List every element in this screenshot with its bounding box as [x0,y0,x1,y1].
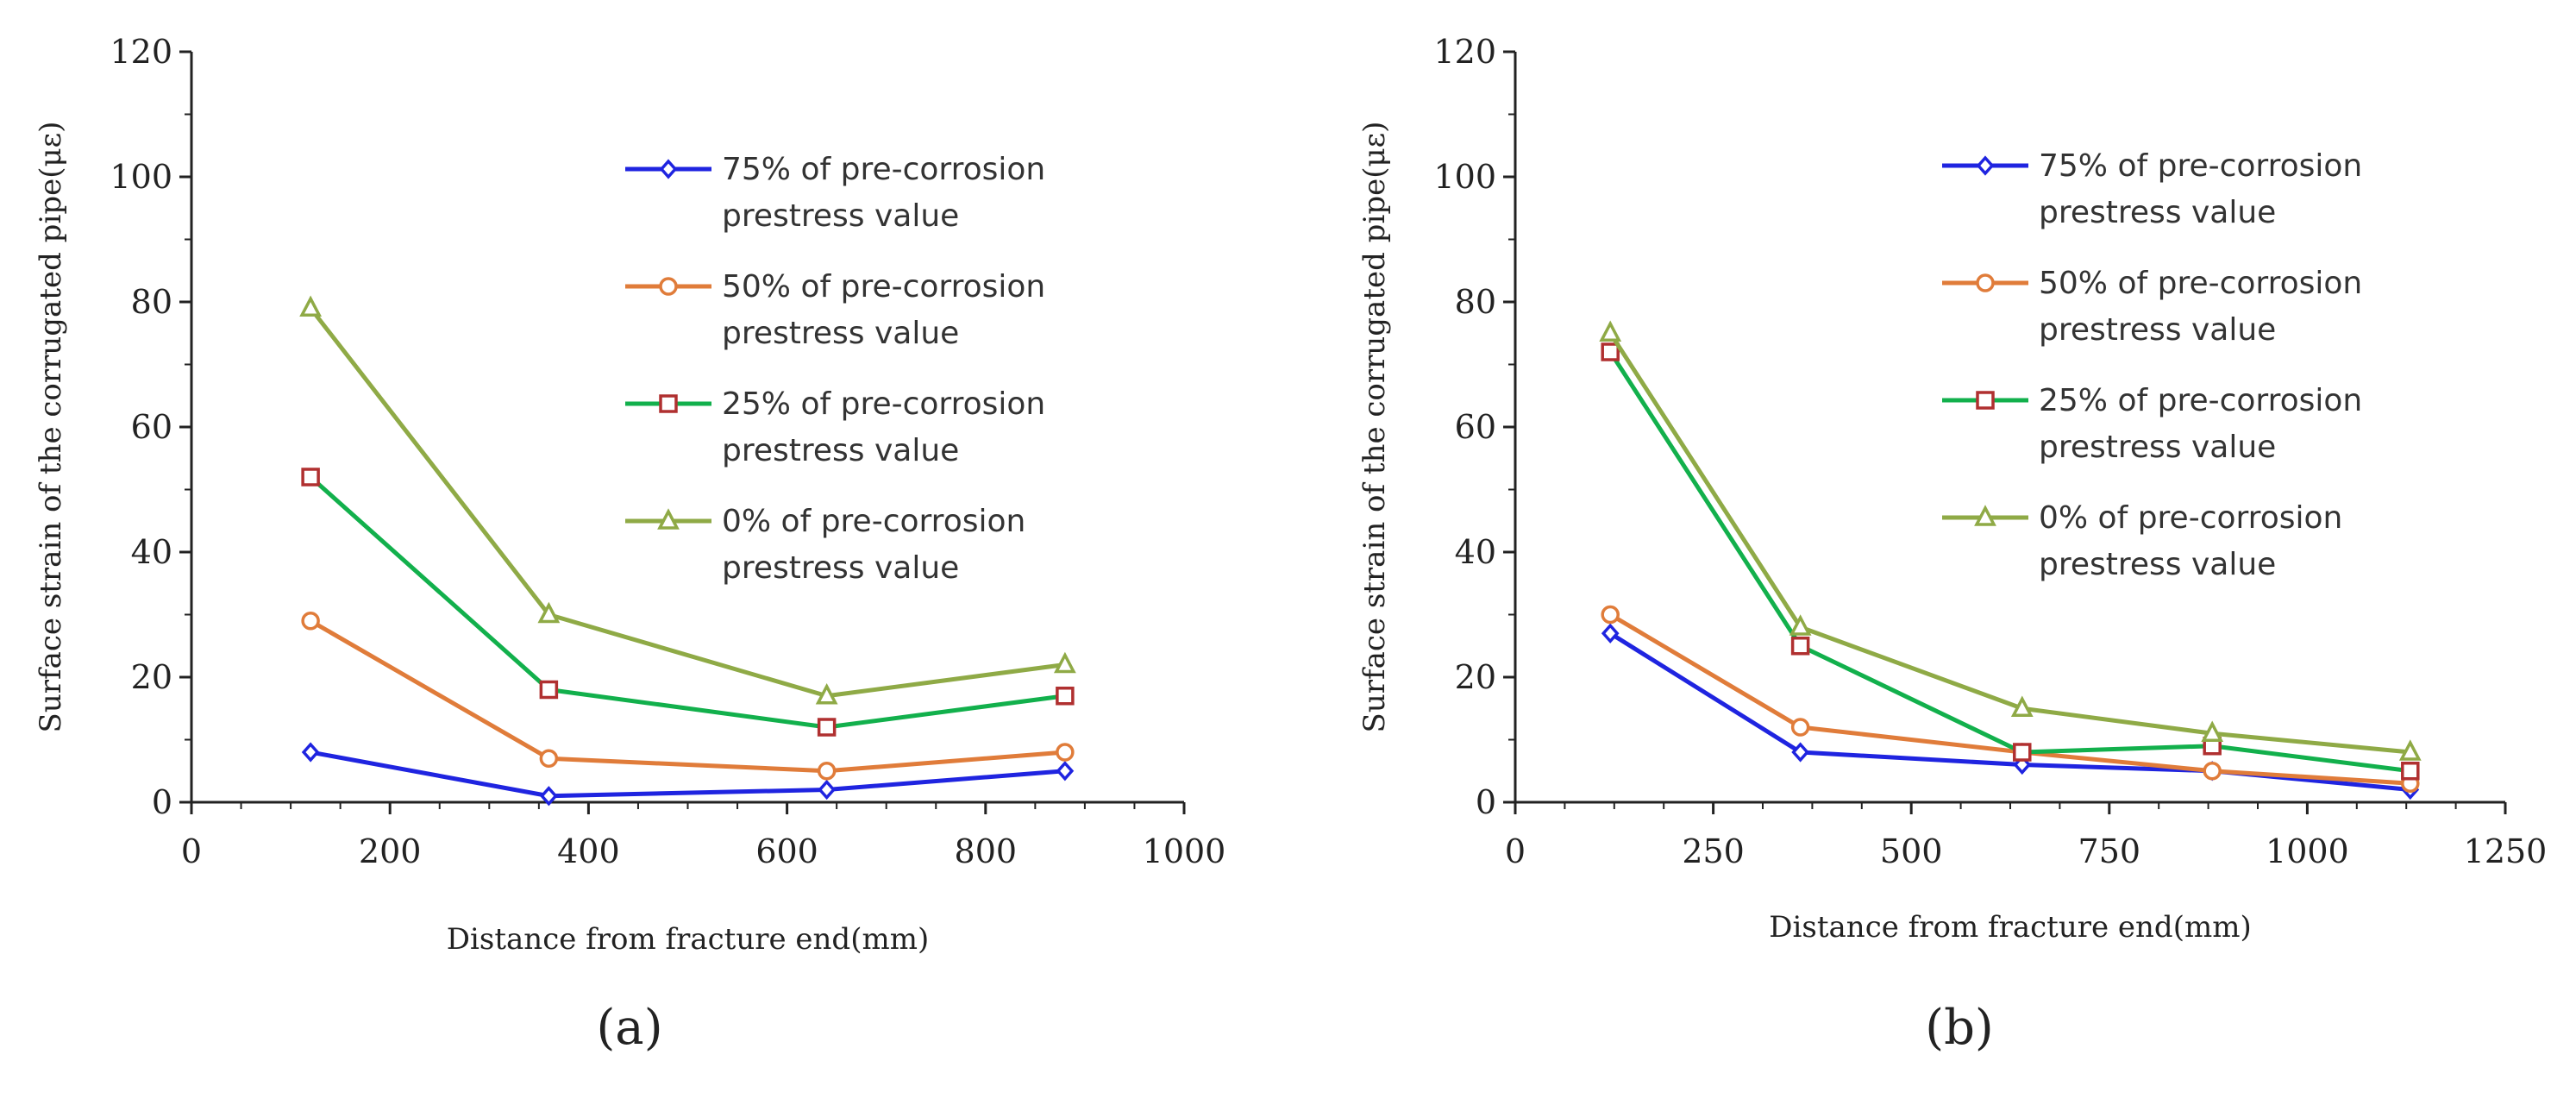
x-tick-label: 600 [755,832,818,870]
data-point-s1-p0 [1601,605,1620,625]
series-line-1 [309,618,1066,774]
data-point-s0-p2 [818,779,836,800]
legend-label-0-line1: 75% of pre-corrosion [2039,148,2362,184]
legend-label-0-line2: prestress value [2039,195,2276,230]
caption-a: (a) [596,1000,662,1056]
series-line-0 [310,750,1066,799]
chart-panel-a: 0 20 40 60 80 100 120 0 200 400 600 800 1000 Surface … [34,33,1225,957]
legend-marker-2 [659,394,678,413]
x-tick-label: 1000 [1143,832,1226,870]
x-axis-title: Distance from fracture end(mm) [1769,910,2251,945]
y-tick-label: 100 [1433,158,1496,196]
data-point-s1-p3 [2203,762,2222,781]
legend-label-1-line1: 50% of pre-corrosion [722,269,1045,305]
y-tick-label: 60 [1455,408,1496,446]
series-line-3 [309,306,1066,699]
y-tick-label: 60 [131,408,172,446]
y-tick-label: 120 [110,33,172,71]
data-point-s2-p4 [2401,762,2420,781]
legend-label-1-line2: prestress value [2039,312,2276,348]
chart-panel-b: 0 20 40 60 80 100 120 0 250 500 750 1000 1250 Surface… [1357,33,2547,945]
legend-label-3-line2: prestress value [722,550,959,586]
x-tick-label: 200 [359,832,422,870]
x-tick-label: 800 [955,832,1018,870]
legend-label-2-line2: prestress value [2039,430,2276,465]
data-point-s1-p3 [1056,743,1075,762]
data-point-s3-p2 [2010,695,2034,717]
legend-label-1-line1: 50% of pre-corrosion [2039,266,2362,301]
data-point-s0-p1 [540,786,558,807]
legend-label-1-line2: prestress value [722,316,959,351]
data-point-s1-p0 [301,612,320,631]
legend-marker-3 [657,508,680,530]
legend-label-0-line1: 75% of pre-corrosion [722,152,1045,187]
y-tick-label: 80 [1455,283,1496,321]
legend-label-3-line1: 0% of pre-corrosion [2039,500,2342,536]
x-tick-label: 1000 [2266,832,2349,870]
x-tick-label: 1250 [2464,832,2548,870]
data-point-s0-p3 [1056,761,1075,782]
legend-label-3-line2: prestress value [2039,547,2276,582]
data-point-s2-p1 [1790,637,1810,656]
data-point-s2-p0 [301,468,320,487]
data-point-s2-p2 [2013,743,2032,762]
y-tick-label: 40 [1455,533,1496,571]
legend-label-2-line1: 25% of pre-corrosion [2039,383,2362,418]
legend-marker-3 [1974,505,1996,526]
legend-marker-0 [1976,155,1995,176]
y-tick-label: 20 [131,658,172,696]
y-tick-label: 0 [152,783,172,821]
legend-marker-1 [1976,273,1995,292]
data-point-s3-p3 [1053,651,1076,674]
legend-label-2-line2: prestress value [722,433,959,468]
x-tick-label: 400 [557,832,620,870]
x-axis-title: Distance from fracture end(mm) [447,922,929,957]
x-tick-label: 500 [1880,832,1943,870]
data-point-s0-p0 [301,742,320,763]
y-tick-label: 40 [131,533,172,571]
data-point-s3-p1 [1789,614,1812,636]
y-axis-title: Surface strain of the corrugated pipe(με… [34,122,68,733]
data-point-s3-p0 [1599,320,1622,342]
legend-marker-0 [659,159,678,179]
series-line-2 [309,475,1066,730]
data-point-s0-p0 [1601,623,1620,644]
data-point-s2-p3 [1056,687,1075,706]
data-point-s1-p1 [1790,718,1810,737]
caption-b: (b) [1925,1000,1994,1056]
data-point-s3-p4 [2398,739,2422,761]
y-tick-label: 100 [110,158,172,196]
y-tick-label: 20 [1455,658,1496,696]
series-line-1 [1608,612,2410,786]
data-point-s2-p0 [1601,342,1620,361]
data-point-s2-p1 [539,680,559,700]
legend-label-3-line1: 0% of pre-corrosion [722,504,1025,539]
data-point-s1-p2 [817,762,837,781]
x-tick-label: 750 [2078,832,2141,870]
data-point-s2-p2 [817,718,837,737]
legend-marker-1 [659,277,678,296]
legend-marker-2 [1976,391,1995,410]
data-point-s3-p3 [2201,720,2224,742]
series-line-0 [1608,631,2411,792]
x-tick-label: 0 [181,832,202,870]
legend-label-2-line1: 25% of pre-corrosion [722,386,1045,422]
y-tick-label: 120 [1433,33,1496,71]
y-tick-label: 80 [131,283,172,321]
y-axis-title: Surface strain of the corrugated pipe(με… [1357,122,1392,733]
x-tick-label: 250 [1682,832,1745,870]
y-tick-label: 0 [1476,783,1496,821]
data-point-s3-p1 [537,601,561,624]
x-tick-label: 0 [1505,832,1526,870]
legend-label-0-line2: prestress value [722,198,959,234]
data-point-s3-p2 [815,682,838,705]
data-point-s1-p1 [539,749,559,768]
data-point-s3-p0 [299,295,323,317]
data-point-s0-p1 [1791,742,1809,763]
